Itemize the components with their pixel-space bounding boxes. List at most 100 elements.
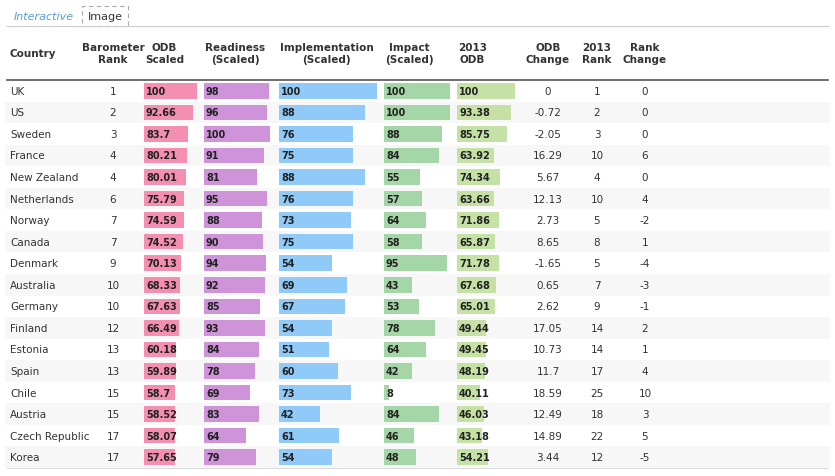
Text: 100: 100: [386, 108, 407, 118]
Text: 81: 81: [206, 173, 220, 183]
FancyBboxPatch shape: [279, 191, 353, 207]
FancyBboxPatch shape: [384, 213, 426, 228]
Text: Barometer
Rank: Barometer Rank: [82, 43, 144, 65]
Text: 18.59: 18.59: [533, 388, 563, 398]
FancyBboxPatch shape: [204, 213, 262, 228]
FancyBboxPatch shape: [457, 278, 496, 293]
FancyBboxPatch shape: [384, 449, 416, 465]
Text: 100: 100: [386, 87, 407, 97]
FancyBboxPatch shape: [204, 407, 259, 422]
FancyBboxPatch shape: [457, 320, 486, 336]
Text: Czech Republic: Czech Republic: [10, 431, 89, 441]
FancyBboxPatch shape: [384, 191, 422, 207]
Text: 100: 100: [146, 87, 166, 97]
Text: 43.18: 43.18: [459, 431, 490, 441]
FancyBboxPatch shape: [279, 364, 338, 379]
FancyBboxPatch shape: [144, 105, 193, 121]
Text: 5.67: 5.67: [536, 173, 559, 183]
Text: 65.01: 65.01: [459, 302, 490, 312]
Text: 83: 83: [206, 409, 220, 419]
Text: 53: 53: [386, 302, 399, 312]
Text: 0: 0: [642, 108, 648, 118]
FancyBboxPatch shape: [384, 256, 447, 271]
Text: 12: 12: [106, 323, 119, 333]
Text: 71.86: 71.86: [459, 216, 490, 226]
FancyBboxPatch shape: [279, 449, 332, 465]
Text: 6: 6: [641, 151, 648, 161]
FancyBboxPatch shape: [457, 127, 507, 142]
Text: 76: 76: [281, 194, 295, 204]
Text: ODB
Change: ODB Change: [526, 43, 570, 65]
Text: 13: 13: [106, 345, 119, 355]
FancyBboxPatch shape: [204, 342, 260, 357]
Text: 4: 4: [109, 173, 116, 183]
FancyBboxPatch shape: [457, 364, 485, 379]
Text: 98: 98: [206, 87, 220, 97]
Text: 12.13: 12.13: [533, 194, 563, 204]
FancyBboxPatch shape: [279, 342, 329, 357]
Text: 42: 42: [386, 366, 399, 376]
Text: 14: 14: [590, 323, 604, 333]
FancyBboxPatch shape: [144, 364, 175, 379]
Text: Denmark: Denmark: [10, 258, 58, 268]
FancyBboxPatch shape: [204, 385, 250, 400]
Text: -1.65: -1.65: [534, 258, 561, 268]
Text: Austria: Austria: [10, 409, 47, 419]
FancyBboxPatch shape: [144, 428, 175, 444]
Text: Chile: Chile: [10, 388, 37, 398]
Text: 17: 17: [590, 366, 604, 376]
FancyBboxPatch shape: [144, 213, 184, 228]
Text: 18: 18: [590, 409, 604, 419]
Text: Korea: Korea: [10, 452, 39, 462]
Text: 3: 3: [641, 409, 648, 419]
Text: 3: 3: [594, 129, 600, 139]
Text: 10: 10: [106, 280, 119, 290]
FancyBboxPatch shape: [279, 170, 365, 185]
Text: 78: 78: [386, 323, 400, 333]
Text: 64: 64: [386, 345, 399, 355]
Text: Germany: Germany: [10, 302, 58, 312]
FancyBboxPatch shape: [144, 191, 185, 207]
Text: 95: 95: [386, 258, 399, 268]
Text: -5: -5: [640, 452, 650, 462]
Text: -2: -2: [640, 216, 650, 226]
Text: 49.44: 49.44: [459, 323, 490, 333]
FancyBboxPatch shape: [279, 407, 320, 422]
Text: 3: 3: [109, 129, 116, 139]
Text: Canada: Canada: [10, 237, 50, 247]
Text: 80.01: 80.01: [146, 173, 177, 183]
FancyBboxPatch shape: [5, 404, 830, 425]
Text: 14: 14: [590, 345, 604, 355]
Text: 58: 58: [386, 237, 400, 247]
Text: 0: 0: [642, 87, 648, 97]
Text: 17: 17: [106, 431, 119, 441]
Text: 84: 84: [386, 151, 400, 161]
FancyBboxPatch shape: [204, 84, 269, 99]
FancyBboxPatch shape: [204, 320, 266, 336]
Text: 90: 90: [206, 237, 220, 247]
Text: 2: 2: [594, 108, 600, 118]
FancyBboxPatch shape: [144, 407, 175, 422]
Text: 73: 73: [281, 388, 295, 398]
Text: 88: 88: [206, 216, 220, 226]
Text: 67.63: 67.63: [146, 302, 177, 312]
Text: 60.18: 60.18: [146, 345, 177, 355]
Text: 61: 61: [281, 431, 295, 441]
Text: 5: 5: [641, 431, 648, 441]
Text: 54.21: 54.21: [459, 452, 490, 462]
Text: 1: 1: [641, 345, 648, 355]
Text: Norway: Norway: [10, 216, 49, 226]
FancyBboxPatch shape: [384, 299, 419, 315]
Text: 60: 60: [281, 366, 295, 376]
Text: 9: 9: [594, 302, 600, 312]
Text: 100: 100: [281, 87, 301, 97]
FancyBboxPatch shape: [457, 428, 482, 444]
Text: -2.05: -2.05: [534, 129, 561, 139]
FancyBboxPatch shape: [457, 407, 483, 422]
FancyBboxPatch shape: [144, 342, 176, 357]
Text: 10.73: 10.73: [533, 345, 563, 355]
Text: 55: 55: [386, 173, 399, 183]
FancyBboxPatch shape: [204, 256, 266, 271]
Text: Country: Country: [10, 49, 57, 59]
Text: Image: Image: [88, 12, 123, 22]
